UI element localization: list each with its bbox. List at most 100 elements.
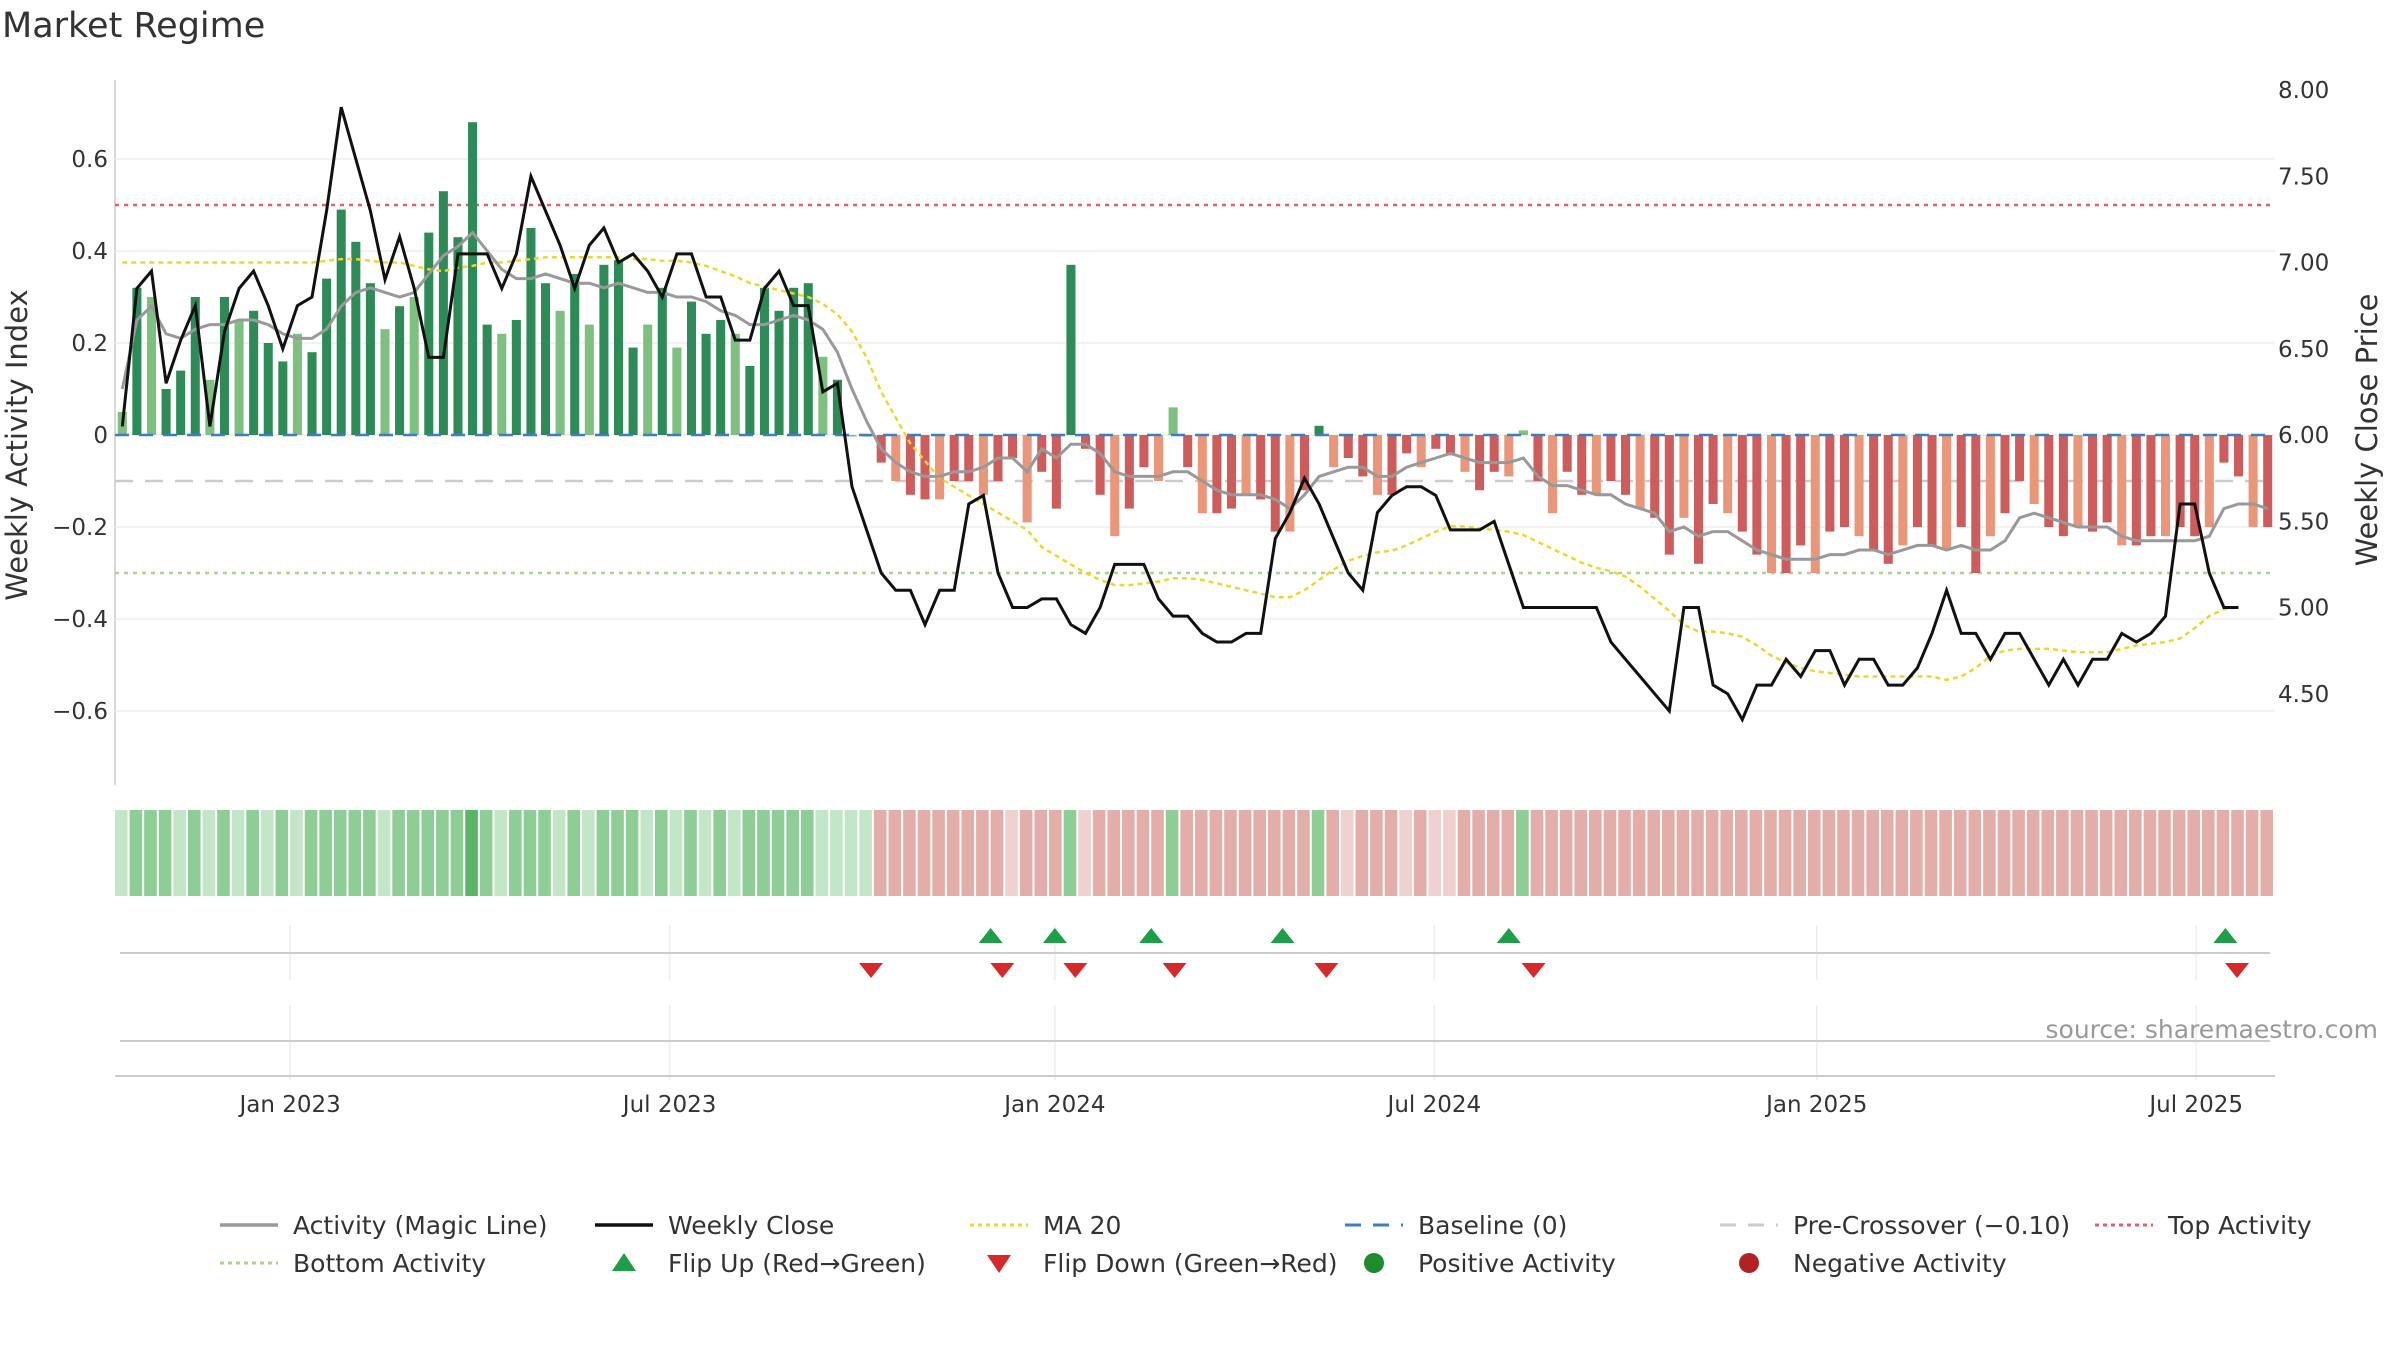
regime-strip-cell xyxy=(1618,810,1631,896)
regime-strip-cell xyxy=(2216,810,2230,896)
activity-bar xyxy=(949,435,959,481)
regime-strip-cell xyxy=(187,810,201,896)
regime-strip-cell xyxy=(2231,810,2244,896)
activity-bar xyxy=(1854,435,1864,537)
activity-bar xyxy=(1124,435,1134,509)
legend-label: Baseline (0) xyxy=(1418,1211,1567,1240)
activity-bar xyxy=(1869,435,1879,550)
regime-strip-cell xyxy=(1647,810,1661,896)
regime-strip-cell xyxy=(377,810,391,896)
regime-strip-cell xyxy=(669,810,683,896)
activity-bar xyxy=(2233,435,2244,477)
activity-bar xyxy=(1460,435,1470,472)
regime-strip-cell xyxy=(567,810,581,896)
regime-strip-cell xyxy=(231,810,245,896)
activity-bar xyxy=(1387,435,1397,495)
regime-strip-cell xyxy=(1063,810,1077,896)
legend-label: MA 20 xyxy=(1043,1211,1121,1240)
regime-strip-cell xyxy=(450,810,464,896)
activity-bar xyxy=(1737,435,1747,532)
regime-strip-cell xyxy=(2085,810,2098,896)
regime-strip-cell xyxy=(2056,810,2069,896)
activity-bar xyxy=(1971,435,1981,573)
activity-bar xyxy=(351,241,361,435)
regime-strip-cell xyxy=(757,810,770,896)
y-right-tick-label: 7.50 xyxy=(2278,164,2329,190)
regime-strip-cell xyxy=(2012,810,2025,896)
regime-strip-cell xyxy=(786,810,799,896)
legend-label: Positive Activity xyxy=(1418,1249,1616,1278)
activity-bar xyxy=(1548,435,1558,514)
regime-strip-cell xyxy=(1209,810,1223,896)
y-left-tick-label: 0.2 xyxy=(71,331,108,357)
activity-bar xyxy=(920,435,930,500)
regime-strip-cell xyxy=(932,810,945,896)
regime-strip-cell xyxy=(1399,810,1412,896)
activity-bar xyxy=(1518,430,1528,435)
activity-bar xyxy=(278,361,288,435)
regime-strip-cell xyxy=(1107,810,1121,896)
activity-bar xyxy=(511,320,521,435)
activity-bar xyxy=(1358,435,1368,477)
activity-bar xyxy=(497,333,507,435)
y-right-tick-label: 6.00 xyxy=(2278,423,2329,449)
regime-strip-cell xyxy=(625,810,639,896)
regime-strip-cell xyxy=(1866,810,1879,896)
regime-strip-cell xyxy=(333,810,347,896)
flip-down-marker xyxy=(1521,963,1546,978)
regime-strip-cell xyxy=(363,810,376,896)
regime-strip-cell xyxy=(1720,810,1733,896)
activity-bar xyxy=(1372,435,1382,495)
activity-bar xyxy=(1985,435,1995,537)
x-tick-label: Jul 2023 xyxy=(621,1092,717,1118)
activity-bar xyxy=(1839,435,1849,527)
regime-strip-cell xyxy=(538,810,551,896)
regime-strip-cell xyxy=(1778,810,1792,896)
activity-bar xyxy=(1766,435,1777,573)
activity-bar xyxy=(935,435,945,500)
activity-bar xyxy=(1022,435,1032,523)
legend-swatch xyxy=(1739,1253,1759,1273)
regime-strip-cell xyxy=(246,810,259,896)
activity-bar xyxy=(1693,435,1704,564)
regime-strip-cell xyxy=(859,810,872,896)
regime-strip-cell xyxy=(961,810,975,896)
regime-strip-cell xyxy=(1501,810,1515,896)
flip-down-marker xyxy=(1162,963,1187,978)
regime-strip-cell xyxy=(873,810,887,896)
regime-strip-cell xyxy=(2158,810,2171,896)
regime-strip-cell xyxy=(1384,810,1398,896)
activity-bar xyxy=(322,278,332,435)
regime-strip-cell xyxy=(1735,810,1748,896)
activity-bar xyxy=(190,297,200,435)
legend-swatch xyxy=(987,1255,1011,1273)
activity-bar xyxy=(2175,435,2185,527)
regime-strip-cell xyxy=(1428,810,1442,896)
x-tick-label: Jan 2023 xyxy=(237,1092,340,1118)
y-left-tick-label: 0.6 xyxy=(71,147,108,173)
activity-bar xyxy=(1810,435,1820,573)
regime-strip-cell xyxy=(1983,810,1996,896)
y-axis-left-title: Weekly Activity Index xyxy=(0,289,34,600)
activity-bar xyxy=(1153,435,1164,481)
regime-strip-cell xyxy=(2143,810,2157,896)
legend-swatch xyxy=(1364,1253,1384,1273)
activity-bar xyxy=(1212,435,1222,514)
regime-strip-cell xyxy=(2187,810,2201,896)
activity-bar xyxy=(2044,435,2054,527)
legend-label: Pre-Crossover (−0.10) xyxy=(1793,1211,2070,1240)
activity-bar xyxy=(1650,435,1660,518)
regime-strip-cell xyxy=(844,810,858,896)
activity-bar xyxy=(1504,435,1514,477)
y-right-tick-label: 4.50 xyxy=(2278,682,2329,708)
activity-bar xyxy=(2000,435,2010,514)
regime-strip-cell xyxy=(479,810,493,896)
regime-strip-cell xyxy=(1632,810,1646,896)
activity-bar xyxy=(657,287,667,435)
x-tick-label: Jan 2024 xyxy=(1002,1092,1105,1118)
activity-bar xyxy=(1095,435,1105,495)
activity-bar xyxy=(774,310,784,435)
regime-strip-cell xyxy=(1326,810,1339,896)
activity-bar xyxy=(2088,435,2098,532)
activity-bar xyxy=(1577,435,1587,495)
